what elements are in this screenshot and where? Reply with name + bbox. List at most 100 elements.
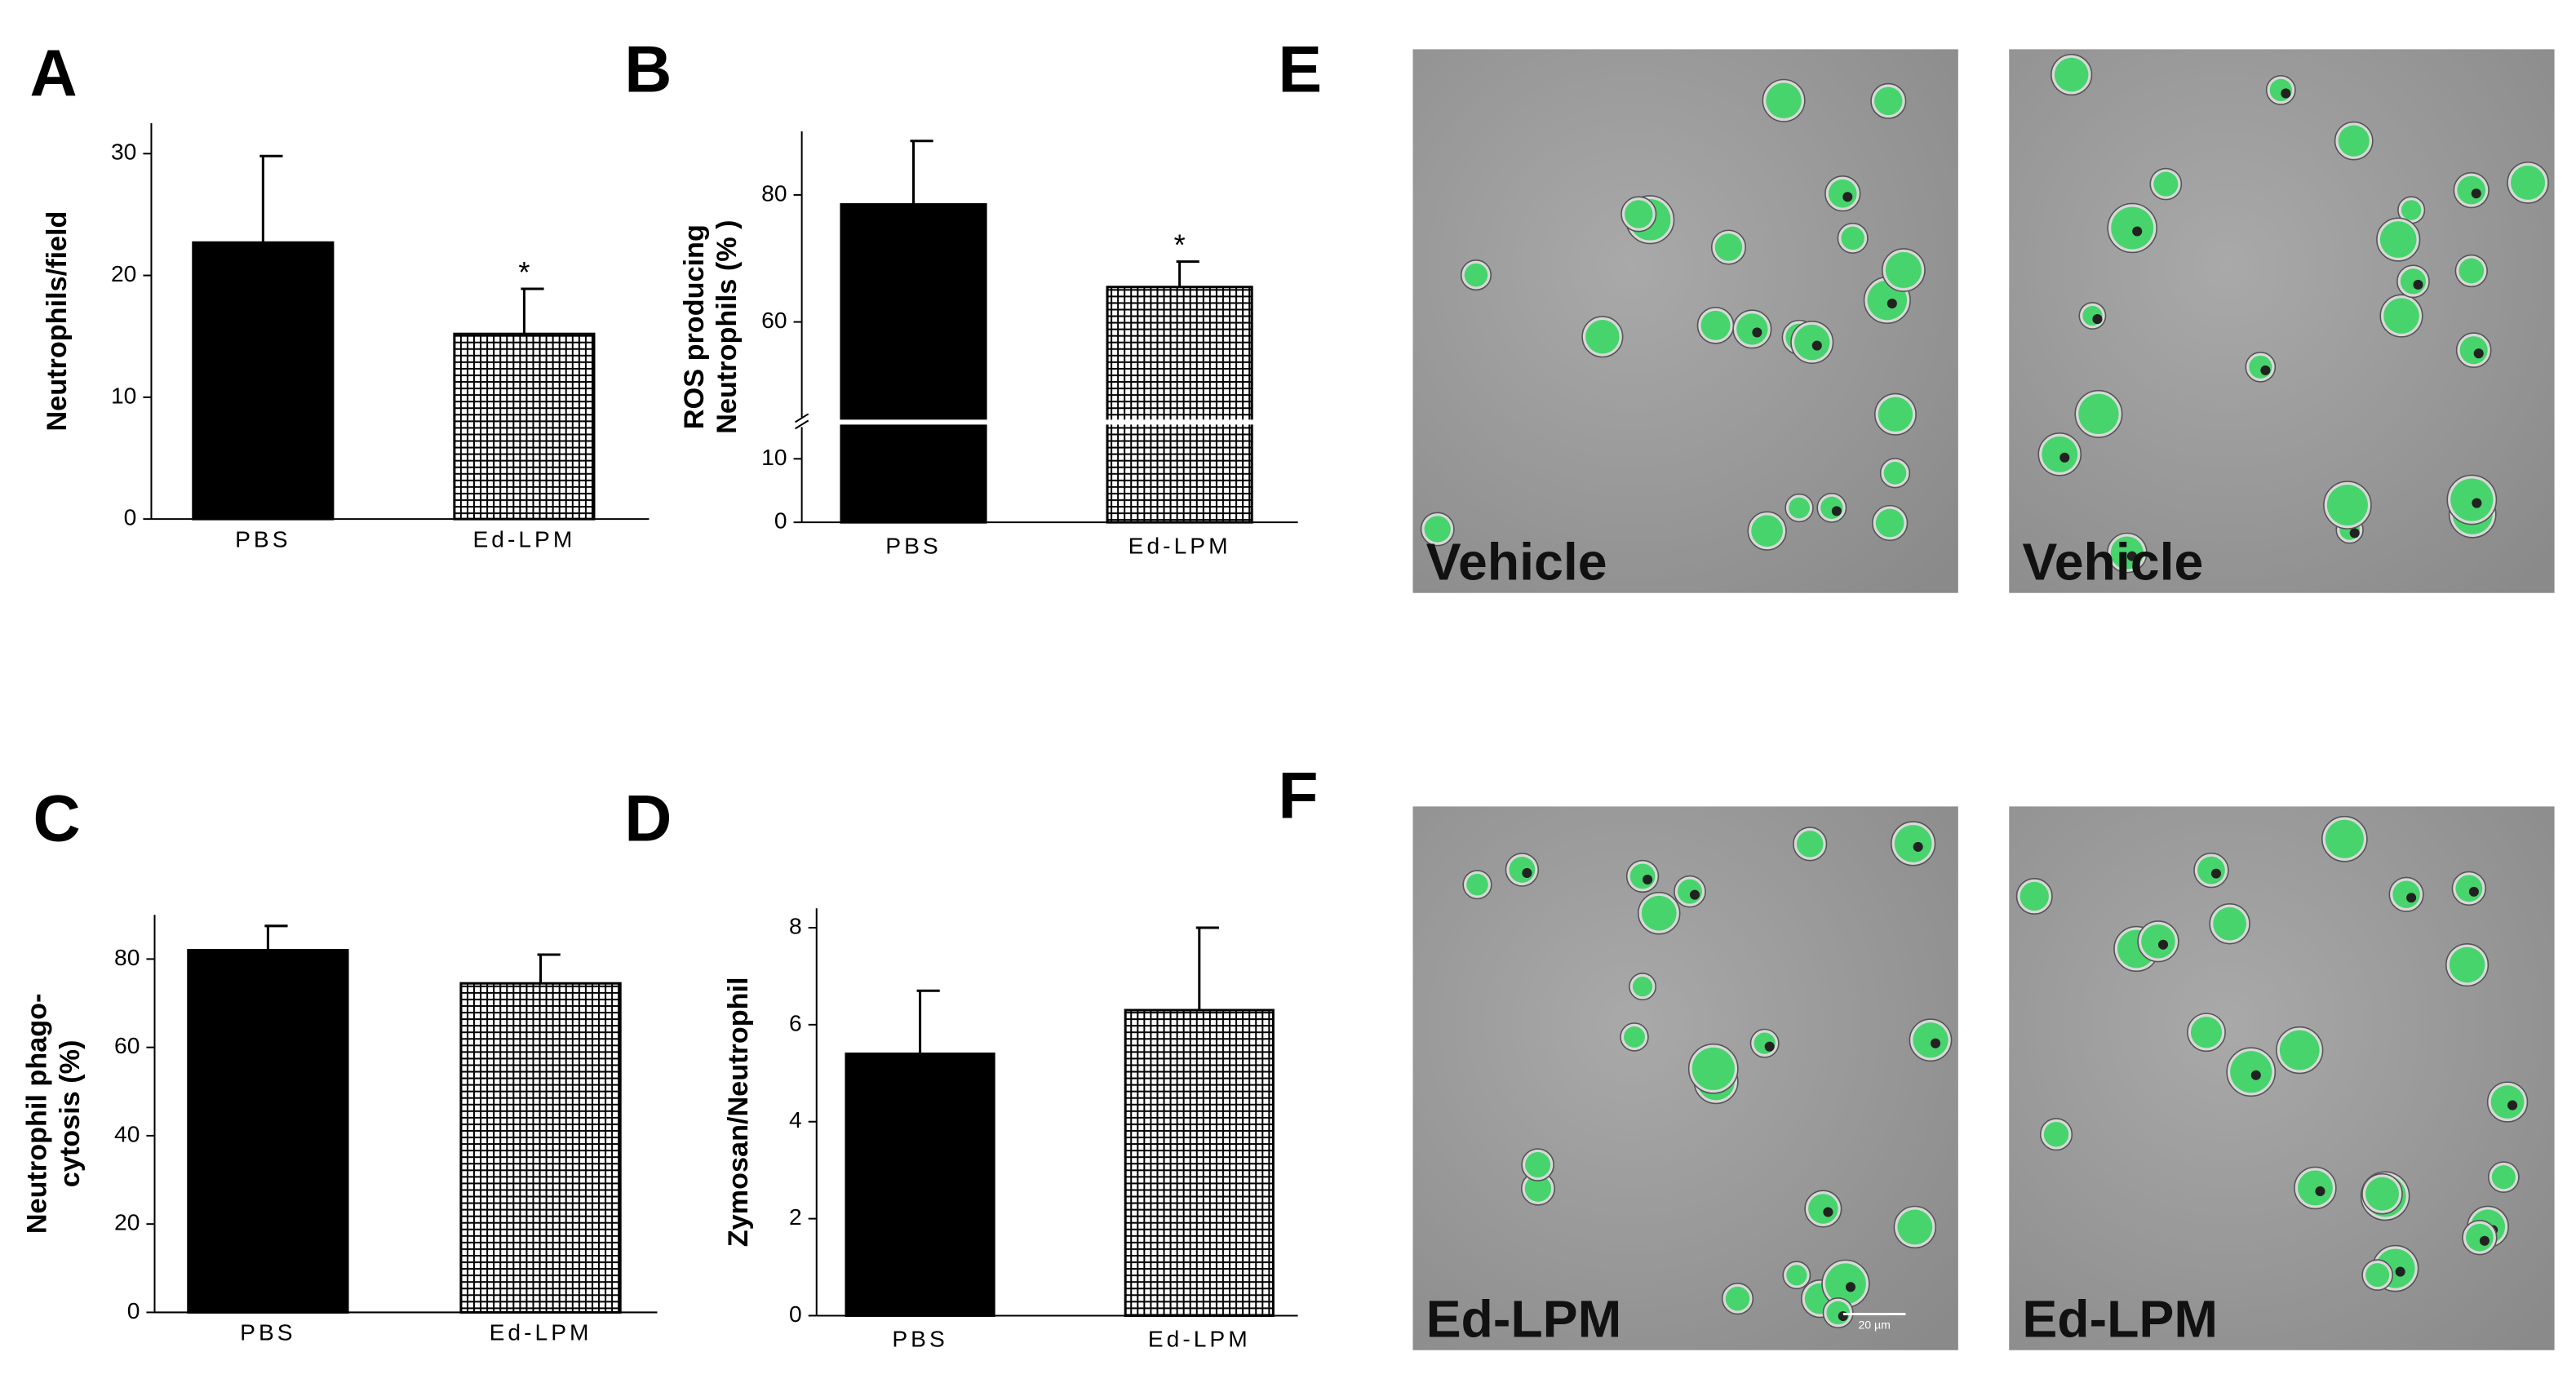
y-tick-label: 60 [114, 1032, 140, 1058]
cell-stain [2449, 946, 2485, 983]
cell-stain [1796, 831, 1824, 858]
cell-stain [2111, 206, 2154, 250]
cell-dark [2471, 188, 2481, 199]
cell-stain [1691, 1047, 1735, 1090]
cell-stain [1585, 320, 1620, 354]
cell-dark [1930, 1038, 1941, 1048]
cell-stain [1625, 200, 1653, 228]
cell-stain [2392, 880, 2420, 908]
cell-dark [2126, 551, 2137, 561]
cell-stain [1624, 1026, 1645, 1048]
y-tick-label: 80 [114, 944, 140, 970]
cell-dark [2281, 88, 2291, 99]
y-tick-label: 4 [789, 1106, 802, 1133]
cell-dark [2468, 886, 2479, 897]
cell-stain [1424, 516, 1451, 543]
cell-stain [2459, 258, 2485, 284]
bar [453, 332, 596, 521]
y-tick-label: 20 [111, 260, 136, 286]
cell-stain [2190, 1017, 2223, 1048]
error-bar [916, 989, 940, 1054]
cell-stain [2338, 125, 2370, 157]
significance-mark: * [1174, 228, 1186, 262]
y-tick-label: 30 [111, 139, 136, 165]
cell-stain [2043, 1121, 2069, 1147]
cell-dark [1811, 340, 1822, 351]
cell-stain [2490, 1085, 2525, 1119]
y-tick-label: 10 [761, 444, 787, 470]
cell-dark [1845, 1282, 1856, 1292]
cell-dark [1913, 841, 1923, 852]
y-tick-label: 0 [124, 504, 137, 530]
cell-stain [1789, 497, 1810, 519]
cell-stain [2459, 336, 2488, 365]
cell-stain [1700, 310, 1731, 340]
x-tick-label: PBS [885, 532, 941, 558]
cell-stain [1629, 863, 1656, 889]
cell-stain [2110, 536, 2144, 570]
cell-stain [2213, 906, 2246, 941]
cell-dark [1752, 327, 1762, 338]
cell-dark [2260, 365, 2271, 375]
panel-letter: D [624, 782, 672, 856]
y-tick-label: 2 [789, 1203, 802, 1230]
cell-stain [1913, 1022, 1949, 1058]
cell-stain [1883, 462, 1907, 485]
error-bar [910, 140, 933, 205]
cell-dark [2250, 1070, 2261, 1080]
y-axis-label: Neutrophil phago- [22, 994, 53, 1235]
x-tick-label: PBS [235, 525, 290, 552]
cell-stain [2042, 436, 2078, 472]
cell-dark [1643, 874, 1653, 885]
cell-stain [2365, 1263, 2390, 1288]
cell-stain [1897, 1209, 1933, 1245]
panel-letter: E [1278, 33, 1322, 107]
cell-dark [2157, 939, 2169, 950]
cell-dark [2132, 226, 2143, 237]
y-tick-label: 10 [111, 382, 136, 408]
bar [187, 949, 349, 1314]
cell-stain [2400, 268, 2427, 295]
cell-dark [1831, 506, 1842, 516]
cell-stain [1841, 226, 1864, 250]
cell-dark [2315, 1186, 2325, 1197]
cell-dark [2479, 1235, 2490, 1246]
cell-stain [1794, 324, 1830, 361]
cell-stain [2383, 298, 2419, 334]
cell-dark [2507, 1100, 2518, 1110]
cell-dark [2349, 528, 2360, 539]
bar [845, 1053, 995, 1317]
cell-stain [2325, 819, 2364, 858]
cell-stain [1632, 977, 1653, 997]
image-label: Vehicle [1426, 533, 1607, 592]
cell-stain [2279, 1030, 2320, 1070]
x-tick-label: Ed-LPM [490, 1319, 592, 1345]
cell-stain [2511, 165, 2546, 200]
cell-dark [2092, 314, 2103, 325]
cell-stain [1766, 82, 1802, 118]
cell-stain [1875, 508, 1904, 538]
cell-stain [2297, 1170, 2333, 1206]
y-tick-label: 6 [789, 1009, 802, 1035]
cell-stain [1509, 856, 1536, 883]
cell-dark [2406, 893, 2417, 903]
cell-stain [1828, 179, 1857, 208]
y-tick-label: 0 [774, 508, 787, 534]
panel-letter: F [1278, 760, 1318, 833]
y-tick-label: 8 [789, 912, 802, 938]
cell-stain [2466, 1223, 2494, 1252]
error-bar [1176, 260, 1199, 287]
y-axis-label: Neutrophils (% ) [712, 219, 743, 433]
cell-stain [2020, 881, 2049, 911]
bar [459, 982, 622, 1314]
error-bar [537, 953, 561, 984]
error-bar [259, 154, 283, 243]
y-tick-label: 60 [761, 307, 787, 333]
panel-letter: A [29, 37, 77, 110]
y-tick-label: 40 [114, 1120, 140, 1146]
cell-stain [1641, 895, 1677, 931]
cell-stain [2401, 200, 2422, 220]
cell-stain [1894, 825, 1932, 862]
cell-stain [2078, 393, 2119, 435]
